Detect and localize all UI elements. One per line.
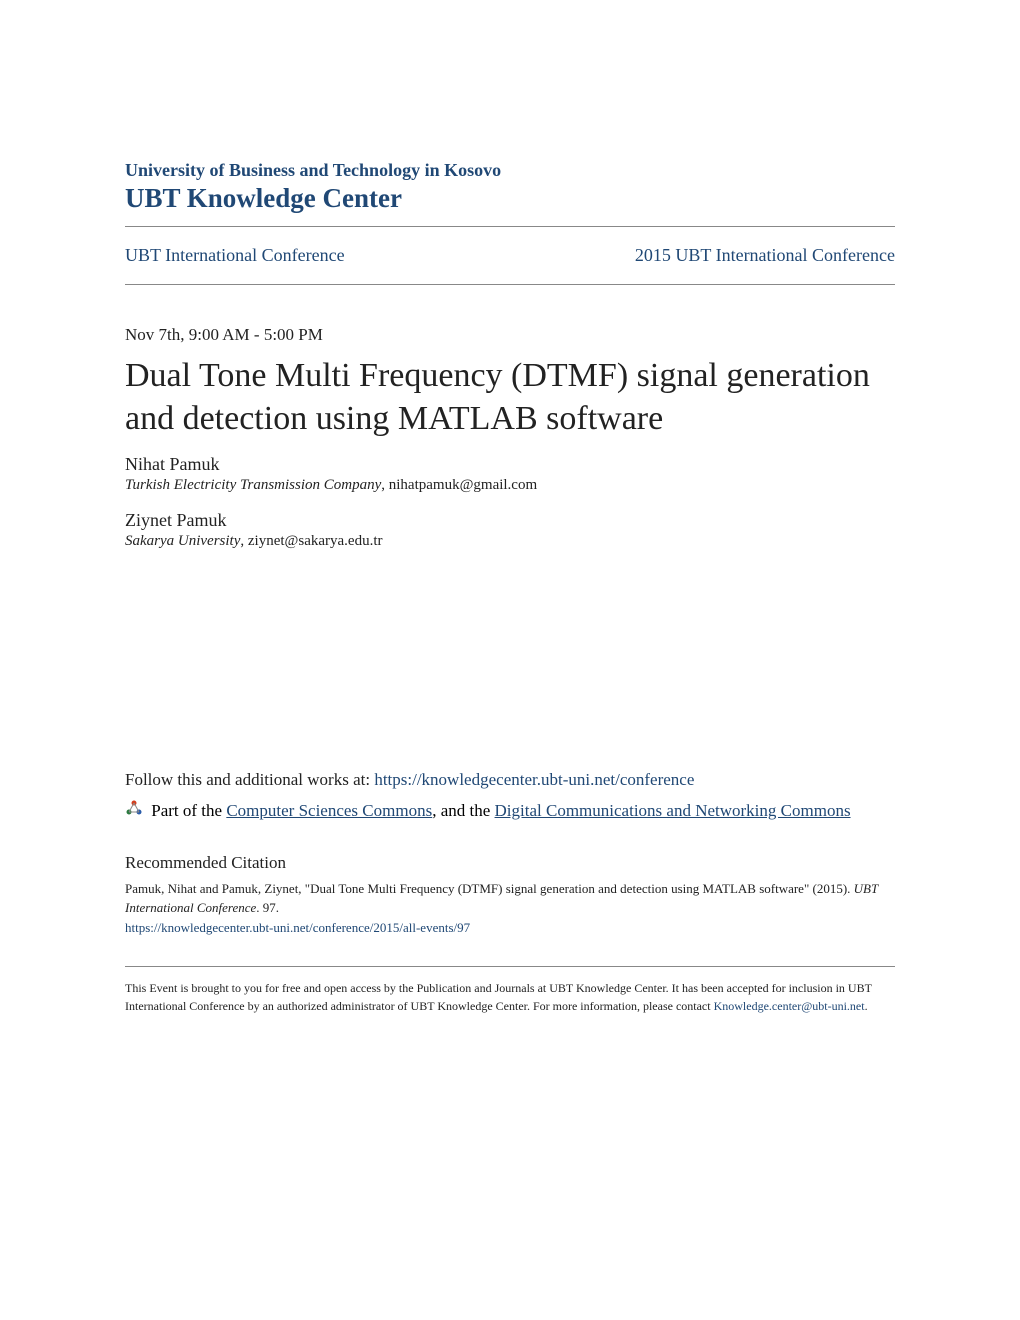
nav-right-link[interactable]: 2015 UBT International Conference [635,245,895,266]
part-of-prefix: Part of the [151,801,226,820]
part-of-row: Part of the Computer Sciences Commons, a… [125,798,895,825]
footer-divider [125,966,895,967]
knowledge-center-title[interactable]: UBT Knowledge Center [125,183,895,214]
follow-prefix: Follow this and additional works at: [125,770,374,789]
author-affiliation-1: Turkish Electricity Transmission Company… [125,477,895,494]
follow-section: Follow this and additional works at: htt… [125,770,895,790]
author-name-2: Ziynet Pamuk [125,510,895,531]
follow-url-link[interactable]: https://knowledgecenter.ubt-uni.net/conf… [374,770,694,789]
author-name-1: Nihat Pamuk [125,454,895,475]
nav-left-link[interactable]: UBT International Conference [125,245,345,266]
author-affiliation-2: Sakarya University, ziynet@sakarya.edu.t… [125,533,895,550]
header-block: University of Business and Technology in… [125,160,895,214]
part-of-mid: , and the [432,801,494,820]
citation-prefix: Pamuk, Nihat and Pamuk, Ziynet, "Dual To… [125,881,854,896]
paper-title: Dual Tone Multi Frequency (DTMF) signal … [125,355,895,440]
citation-suffix: . 97. [256,900,279,915]
citation-heading: Recommended Citation [125,853,895,873]
author-block-1: Nihat Pamuk Turkish Electricity Transmis… [125,454,895,494]
event-datetime: Nov 7th, 9:00 AM - 5:00 PM [125,325,895,345]
citation-text: Pamuk, Nihat and Pamuk, Ziynet, "Dual To… [125,879,895,918]
affiliation-org-1: Turkish Electricity Transmission Company [125,477,381,493]
university-name: University of Business and Technology in… [125,160,895,181]
author-email-2: ziynet@sakarya.edu.tr [248,533,383,549]
affiliation-comma-1: , [381,477,389,493]
affiliation-comma-2: , [240,533,248,549]
footer-email-link[interactable]: Knowledge.center@ubt-uni.net [714,999,865,1013]
citation-url-link[interactable]: https://knowledgecenter.ubt-uni.net/conf… [125,920,895,936]
commons-link-2[interactable]: Digital Communications and Networking Co… [495,801,851,820]
network-icon [125,799,143,825]
author-block-2: Ziynet Pamuk Sakarya University, ziynet@… [125,510,895,550]
commons-link-1[interactable]: Computer Sciences Commons [226,801,432,820]
footer-suffix: . [865,999,868,1013]
affiliation-org-2: Sakarya University [125,533,240,549]
footer-text: This Event is brought to you for free an… [125,979,895,1015]
nav-row: UBT International Conference 2015 UBT In… [125,227,895,284]
nav-divider [125,284,895,285]
author-email-1: nihatpamuk@gmail.com [389,477,537,493]
